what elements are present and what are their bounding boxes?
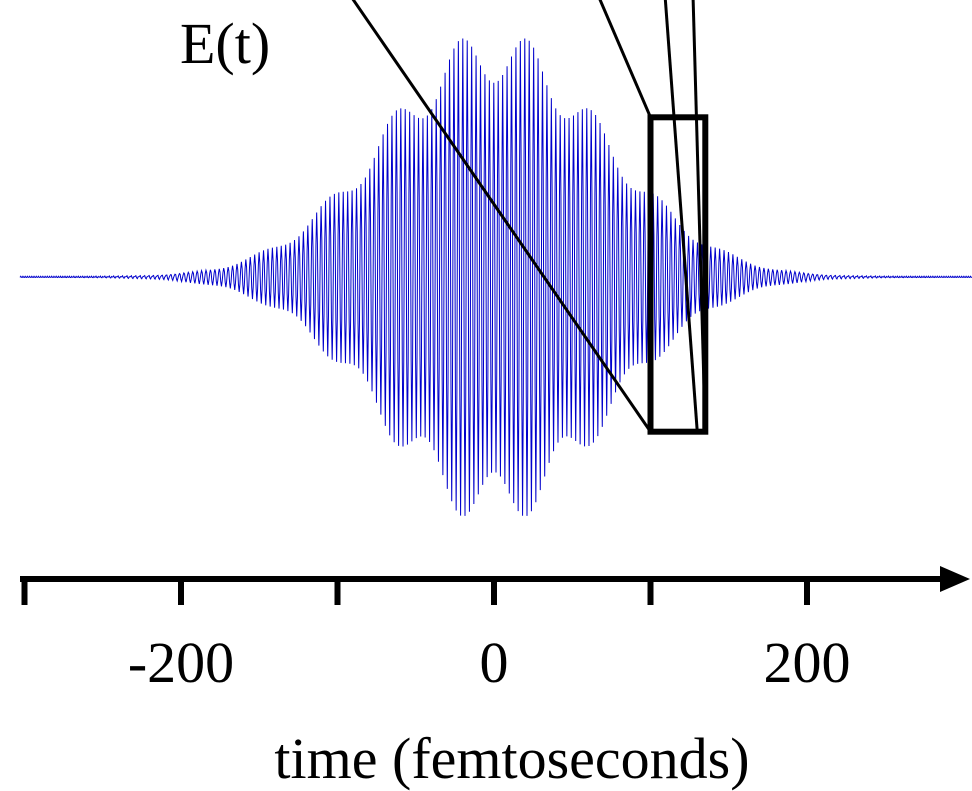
zoom-leader-line xyxy=(598,0,652,118)
series-label: E(t) xyxy=(180,11,270,76)
x-axis: -200 0 200 xyxy=(20,566,970,695)
zoom-box xyxy=(647,114,709,435)
zoom-leader-line xyxy=(351,0,652,433)
waveform-line xyxy=(19,38,972,516)
x-axis-arrowhead xyxy=(940,566,970,592)
x-axis-tick-label: 200 xyxy=(764,630,851,695)
x-axis-title: time (femtoseconds) xyxy=(274,726,749,791)
x-axis-tick-labels: -200 0 200 xyxy=(128,630,851,695)
x-axis-tick-label: -200 xyxy=(128,630,234,695)
x-axis-tick-label: 0 xyxy=(480,630,509,695)
zoom-leader-line xyxy=(663,0,699,432)
waveform-series xyxy=(19,38,972,516)
x-axis-ticks xyxy=(21,579,810,605)
